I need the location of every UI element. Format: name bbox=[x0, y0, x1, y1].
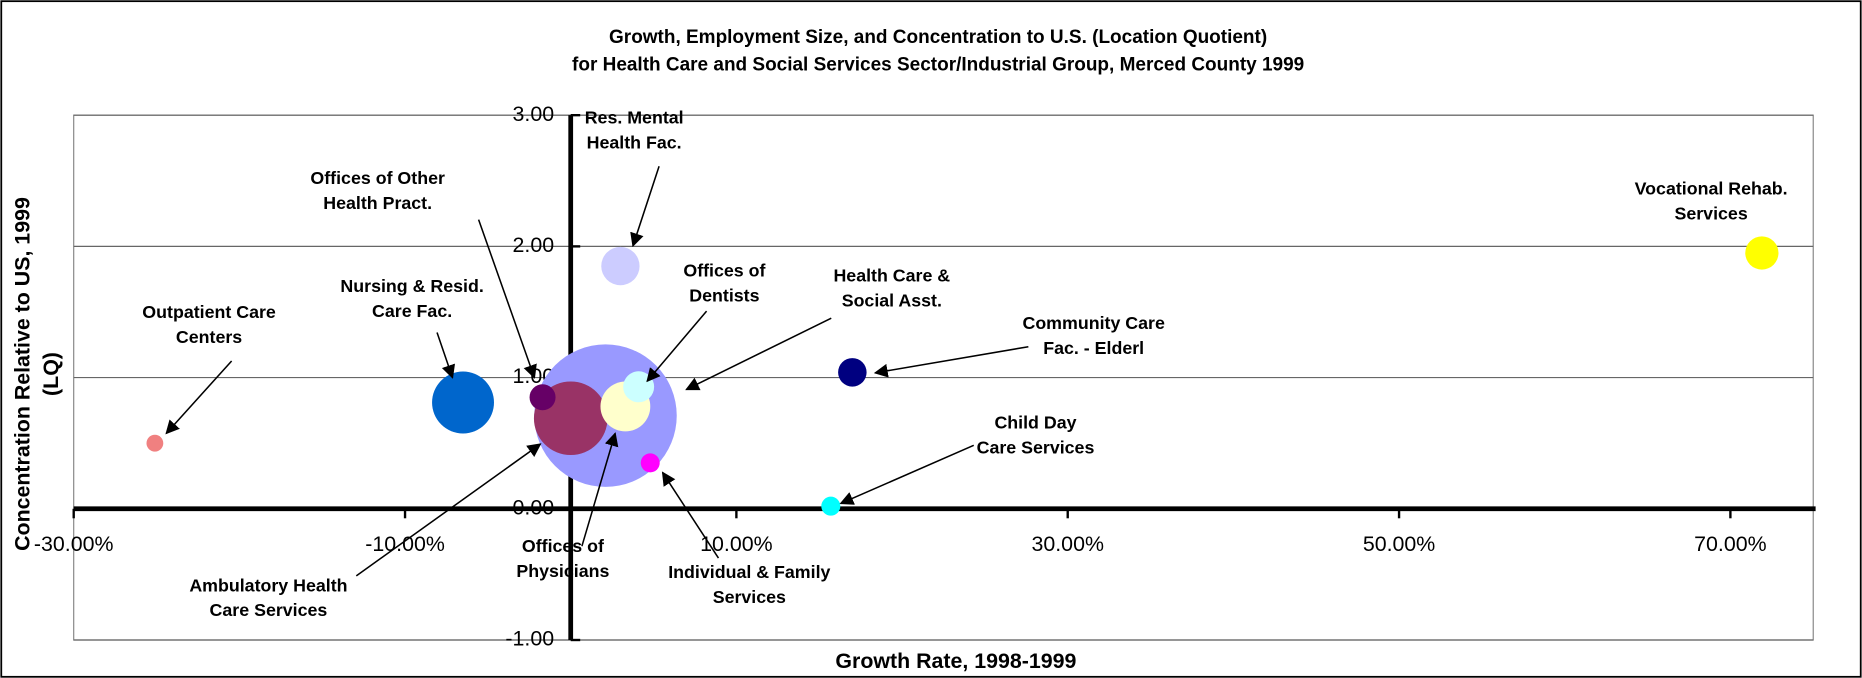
annotation: Care Services bbox=[210, 600, 328, 620]
annotation: Centers bbox=[176, 327, 242, 347]
bubble bbox=[432, 371, 494, 434]
x-axis-title: Growth Rate, 1998-1999 bbox=[835, 649, 1076, 673]
bubble bbox=[821, 496, 841, 516]
annotation: Social Asst. bbox=[842, 290, 942, 310]
x-tick-label: 10.00% bbox=[700, 532, 772, 556]
y-tick-label: 3.00 bbox=[513, 102, 555, 126]
annotation: Offices of bbox=[683, 261, 765, 281]
annotation: Fac. - Elderl bbox=[1043, 338, 1144, 358]
annotation: Child Day bbox=[994, 413, 1076, 433]
x-tick-label: -30.00% bbox=[34, 532, 114, 556]
bubble bbox=[838, 358, 867, 387]
annotation-arrow bbox=[661, 471, 720, 559]
annotation: Community Care bbox=[1022, 313, 1165, 333]
annotation: Health Pract. bbox=[323, 193, 432, 213]
annotation: Physicians bbox=[516, 561, 609, 581]
annotation-arrow bbox=[685, 317, 832, 391]
x-tick-label: 30.00% bbox=[1031, 532, 1103, 556]
annotation: Offices of bbox=[522, 536, 604, 556]
chart-title: Growth, Employment Size, and Concentrati… bbox=[609, 27, 1267, 48]
bubble bbox=[640, 453, 660, 473]
y-tick-label: 0.00 bbox=[513, 495, 555, 519]
y-tick-label: -1.00 bbox=[505, 627, 554, 651]
annotation: Dentists bbox=[689, 286, 759, 306]
bubble bbox=[529, 384, 556, 411]
annotation-arrow bbox=[646, 310, 708, 383]
annotation: Care Services bbox=[977, 438, 1095, 458]
x-tick-label: 50.00% bbox=[1363, 532, 1435, 556]
annotation-arrow bbox=[873, 345, 1029, 378]
annotation: Vocational Rehab. bbox=[1635, 179, 1788, 199]
annotation-arrow bbox=[355, 443, 542, 577]
annotation: Nursing & Resid. bbox=[340, 276, 483, 296]
y-axis-title: Concentration Relative to US, 1999 bbox=[10, 197, 34, 551]
annotation-arrow bbox=[630, 165, 660, 248]
chart-title: for Health Care and Social Services Sect… bbox=[572, 54, 1304, 75]
annotation-arrow bbox=[436, 332, 456, 379]
annotation: Health Care & bbox=[833, 265, 950, 285]
y-tick-label: 2.00 bbox=[513, 233, 555, 257]
annotation-arrow bbox=[477, 219, 537, 379]
annotation: Outpatient Care bbox=[142, 302, 276, 322]
bubble bbox=[623, 371, 655, 403]
x-tick-label: -10.00% bbox=[365, 532, 445, 556]
annotation: Services bbox=[1674, 204, 1747, 224]
annotation: Res. Mental bbox=[585, 107, 684, 127]
bubble bbox=[146, 434, 164, 452]
bubble bbox=[601, 246, 640, 286]
bubble bbox=[1745, 236, 1779, 270]
annotation: Ambulatory Health bbox=[189, 575, 347, 595]
annotation: Services bbox=[713, 587, 786, 607]
x-tick-label: 70.00% bbox=[1694, 532, 1766, 556]
annotation-arrow bbox=[165, 360, 233, 435]
annotation-arrow bbox=[839, 444, 975, 505]
annotation: Health Fac. bbox=[587, 132, 682, 152]
annotation: Individual & Family bbox=[668, 562, 830, 582]
y-axis-title: (LQ) bbox=[39, 352, 63, 396]
annotation: Care Fac. bbox=[372, 301, 452, 321]
annotation-arrow bbox=[581, 432, 619, 547]
annotation: Offices of Other bbox=[310, 168, 445, 188]
